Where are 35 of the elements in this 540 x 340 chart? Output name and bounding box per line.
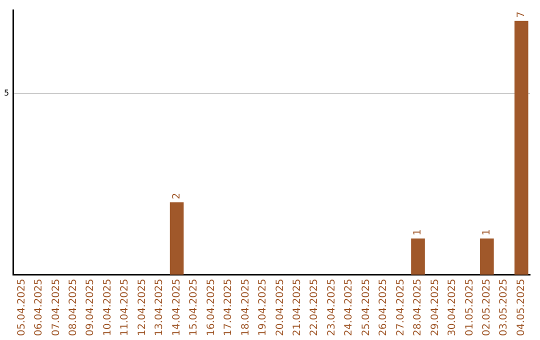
x-tick-label: 30.04.2025 xyxy=(447,278,458,336)
x-tick-label: 22.04.2025 xyxy=(309,278,320,336)
x-tick-label: 23.04.2025 xyxy=(326,278,338,336)
x-tick-label: 14.04.2025 xyxy=(171,278,182,336)
x-tick-label: 17.04.2025 xyxy=(223,278,234,336)
x-tick-label: 28.04.2025 xyxy=(412,278,424,336)
x-tick-label: 06.04.2025 xyxy=(34,278,45,336)
x-tick-label: 27.04.2025 xyxy=(395,278,406,336)
data-label: 2 xyxy=(171,192,182,200)
data-label: 1 xyxy=(482,229,493,236)
data-label: 1 xyxy=(412,229,424,236)
x-tick-label: 02.05.2025 xyxy=(482,278,493,336)
x-tick-label: 19.04.2025 xyxy=(258,278,269,336)
x-tick-label: 05.04.2025 xyxy=(16,278,28,336)
x-tick-label: 04.05.2025 xyxy=(516,278,527,336)
x-tick-label: 03.05.2025 xyxy=(498,278,510,336)
x-tick-label: 09.04.2025 xyxy=(85,278,96,336)
x-tick-label: 18.04.2025 xyxy=(240,278,252,336)
x-tick-label: 15.04.2025 xyxy=(188,278,200,336)
x-tick-label: 11.04.2025 xyxy=(120,278,131,336)
x-tick-label: 25.04.2025 xyxy=(360,278,372,336)
x-tick-label: 12.04.2025 xyxy=(136,278,148,336)
y-tick-label: 5 xyxy=(4,88,10,98)
x-tick-label: 16.04.2025 xyxy=(206,278,217,336)
data-label: 7 xyxy=(516,12,527,18)
x-tick-label: 07.04.2025 xyxy=(50,278,62,336)
x-tick-label: 29.04.2025 xyxy=(430,278,441,336)
x-tick-label: 10.04.2025 xyxy=(102,278,114,336)
x-tick-label: 24.04.2025 xyxy=(344,278,355,336)
x-tick-label: 20.04.2025 xyxy=(274,278,286,336)
x-tick-label: 13.04.2025 xyxy=(154,278,166,336)
x-tick-label: 01.05.2025 xyxy=(464,278,476,336)
x-tick-label: 26.04.2025 xyxy=(378,278,390,336)
x-tick-label: 21.04.2025 xyxy=(292,278,303,336)
x-tick-label: 08.04.2025 xyxy=(68,278,79,336)
